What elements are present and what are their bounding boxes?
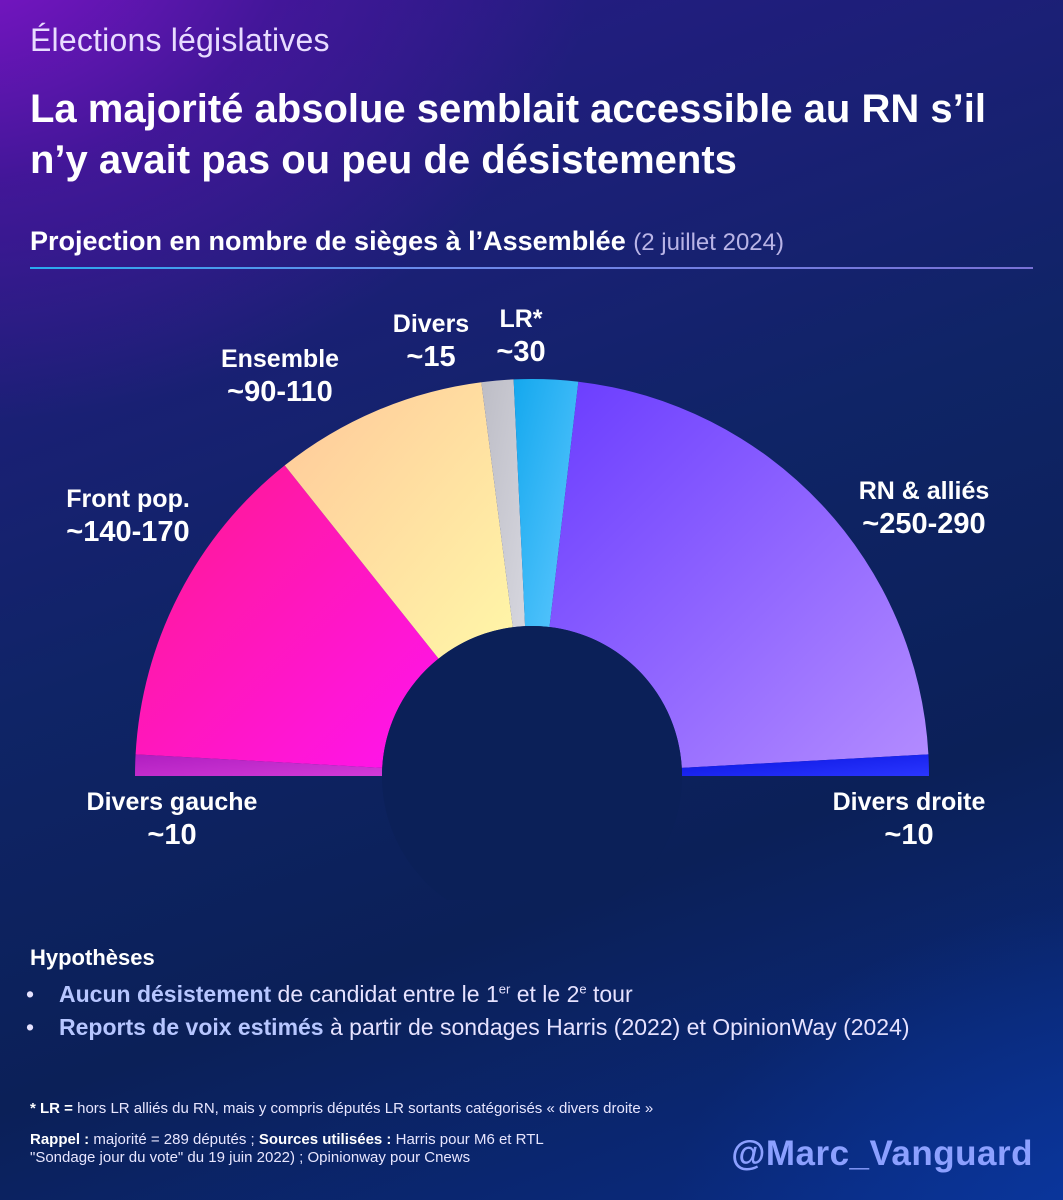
sources-text: majorité = 289 députés ; [89,1131,259,1148]
segment-divers-gauche [135,754,383,776]
segment-name: RN & alliés [858,477,990,505]
label-divers-droite: Divers droite ~10 [833,786,986,852]
kicker: Élections législatives [30,22,330,58]
segment-name: Divers [392,310,470,338]
segment-value: ~90-110 [227,376,333,408]
label-divers-gauche: Divers gauche ~10 [87,786,258,852]
hypothesis-sup: e [579,981,587,997]
segment-name: Divers gauche [86,788,258,816]
footnote-text: hors LR alliés du RN, mais y compris dép… [72,1100,654,1117]
author-handle: @Marc_Vanguard [731,1134,1033,1173]
hypothesis-bold: Aucun désistement [59,981,272,1007]
chart-subtitle: Projection en nombre de sièges à l’Assem… [30,226,784,257]
sources-line-1: Rappel : majorité = 289 députés ; Source… [30,1131,544,1149]
segment-name: LR* [499,305,543,333]
label-divers: Divers ~15 [393,308,469,374]
hypothesis-item: • Aucun désistement de candidat entre le… [26,978,910,1011]
bullet-icon: • [26,981,35,1007]
segment-value: ~30 [496,336,546,368]
segment-name: Front pop. [66,485,190,513]
label-front-pop: Front pop. ~140-170 [66,483,190,549]
sources-bold-rappel: Rappel : [30,1131,90,1148]
segment-name: Ensemble [220,345,340,373]
segment-value: ~15 [406,341,456,373]
headline: La majorité absolue semblait accessible … [30,87,986,182]
segment-value: ~140-170 [66,516,190,548]
hypothesis-item: • Reports de voix estimés à partir de so… [26,1011,910,1044]
hypotheses-list: • Aucun désistement de candidat entre le… [26,978,910,1044]
segment-front-pop [135,465,439,768]
segment-divers-droite [681,754,929,776]
hypothesis-text: tour [586,981,633,1007]
divider-rule [30,267,1033,269]
sources-line-2: "Sondage jour du vote" du 19 juin 2022) … [30,1149,471,1166]
hypothesis-bold: Reports de voix estimés [59,1014,324,1040]
hemicycle-segments [135,379,929,776]
label-rn: RN & alliés ~250-290 [859,475,990,541]
footnote-bold: * LR = [30,1100,73,1117]
segment-value: ~250-290 [862,508,986,540]
hemicycle-chart [135,379,929,900]
segment-ensemble [284,382,513,659]
segment-name: Divers droite [832,788,986,816]
sources-text: Harris pour M6 et RTL [391,1131,544,1148]
hypothesis-text: de candidat entre le 1 [271,981,499,1007]
hemicycle-inner-hole [382,626,682,900]
segment-divers [481,379,526,628]
label-ensemble: Ensemble ~90-110 [221,343,339,409]
hypothesis-sup: er [498,981,511,997]
hypothesis-text: à partir de sondages Harris (2022) et Op… [323,1014,910,1040]
sources-bold-sources: Sources utilisées : [258,1131,392,1148]
segment-value: ~10 [884,819,934,851]
chart-subtitle-date: (2 juillet 2024) [633,229,784,256]
segment-lr [513,379,579,628]
segment-value: ~10 [147,819,197,851]
hypotheses-title: Hypothèses [30,945,155,970]
chart-subtitle-main: Projection en nombre de sièges à l’Assem… [30,226,626,256]
segment-rn [549,381,929,768]
bullet-icon: • [26,1014,35,1040]
hypothesis-text: et le 2 [510,981,580,1007]
sources-note: Rappel : majorité = 289 députés ; Source… [30,1131,544,1167]
label-lr: LR* ~30 [496,303,545,369]
footnote-lr: * LR = hors LR alliés du RN, mais y comp… [30,1100,653,1117]
